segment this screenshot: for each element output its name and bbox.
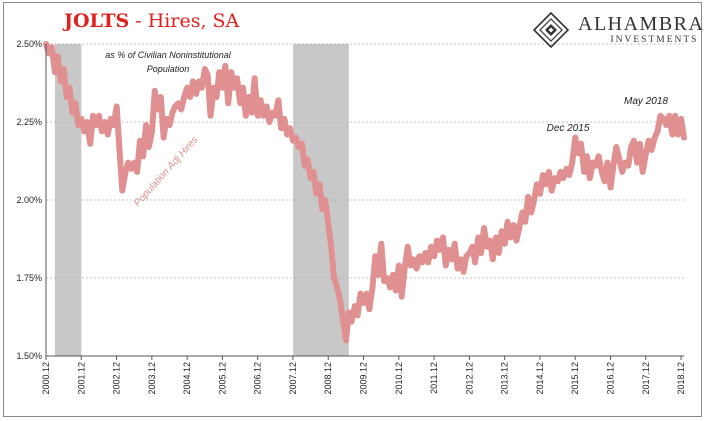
x-tick-label: 2006.12 xyxy=(253,362,263,395)
annotation-may-2018: May 2018 xyxy=(624,96,668,107)
x-tick-label: 2018.12 xyxy=(676,362,686,395)
x-tick-label: 2008.12 xyxy=(323,362,333,395)
y-tick-label: 1.50% xyxy=(16,351,42,361)
x-tick-label: 2009.12 xyxy=(359,362,369,395)
series-population-adj-hires xyxy=(43,41,687,344)
series-line-0 xyxy=(43,41,687,344)
y-tick-label: 2.50% xyxy=(16,39,42,49)
x-tick-label: 2014.12 xyxy=(535,362,545,395)
x-tick-labels: 2000.12 2001.12 2002.12 2003.12 2004.12 2005.… xyxy=(41,356,686,395)
x-tick-label: 2004.12 xyxy=(182,362,192,395)
x-tick-label: 2017.12 xyxy=(641,362,651,395)
x-tick-label: 2016.12 xyxy=(605,362,615,395)
title-jolts: JOLTS xyxy=(64,10,130,32)
y-tick-label: 2.25% xyxy=(16,117,42,127)
title-hires-sa: - Hires, SA xyxy=(129,10,240,32)
logo-icon xyxy=(532,11,570,49)
brand-name: ALHAMBRA xyxy=(578,13,705,35)
x-tick-label: 2003.12 xyxy=(147,362,157,395)
x-tick-label: 2007.12 xyxy=(288,362,298,395)
x-tick-label: 2011.12 xyxy=(429,362,439,394)
x-tick-label: 2012.12 xyxy=(464,362,474,395)
x-tick-label: 2010.12 xyxy=(394,362,404,395)
x-tick-label: 2002.12 xyxy=(112,362,122,395)
x-tick-label: 2013.12 xyxy=(500,362,510,395)
x-tick-label: 2001.12 xyxy=(76,362,86,395)
chart-subtitle-line-1: as % of Civilian Noninstitutional xyxy=(105,50,232,60)
brand-logo: ALHAMBRA INVESTMENTS xyxy=(578,13,704,45)
y-tick-label: 1.75% xyxy=(16,273,42,283)
outer-border xyxy=(3,2,702,417)
annotation-dec-2015: Dec 2015 xyxy=(547,123,590,134)
y-tick-labels: 2.50% 2.25% 2.00% 1.75% 1.50% xyxy=(16,39,42,361)
x-tick-label: 2000.12 xyxy=(41,362,51,395)
brand-sub: INVESTMENTS xyxy=(610,35,699,45)
y-tick-label: 2.00% xyxy=(16,195,42,205)
chart-subtitle-line-2: Population xyxy=(147,64,190,74)
x-tick-label: 2005.12 xyxy=(217,362,227,395)
page-title: JOLTS - Hires, SA xyxy=(64,10,239,32)
x-tick-label: 2015.12 xyxy=(570,362,580,395)
